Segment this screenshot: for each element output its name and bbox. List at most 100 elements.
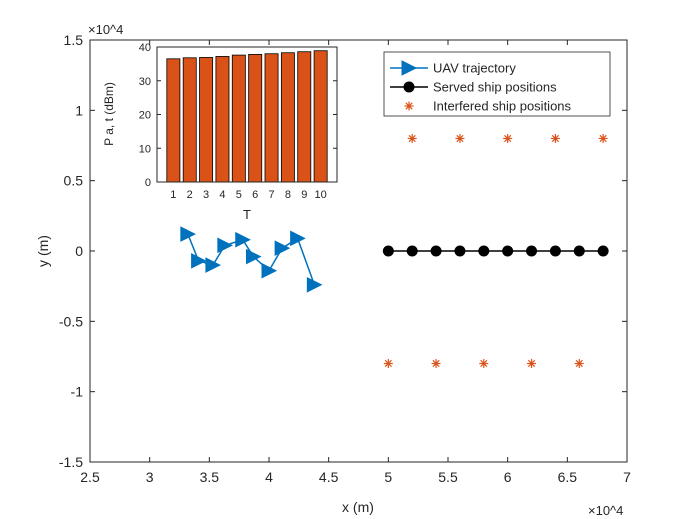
y-tick-label: 0	[75, 243, 83, 259]
inset-x-axis-label: T	[243, 207, 251, 222]
inset-bar	[182, 57, 197, 183]
data-point	[217, 237, 233, 254]
data-point	[382, 245, 394, 257]
legend-box	[383, 51, 611, 117]
main-plot-frame	[89, 39, 628, 463]
y-tick-label: -1	[71, 384, 84, 400]
inset-x-tick-label: 7	[268, 189, 274, 201]
legend-item: UAV trajectory	[390, 60, 516, 76]
series-0	[180, 226, 323, 293]
data-point	[597, 245, 609, 257]
inset-y-tick-label: 30	[139, 76, 151, 88]
inset-bar	[313, 50, 328, 183]
main-series-layer	[180, 133, 609, 369]
inset-bar	[248, 54, 263, 183]
y-tick-label: -1.5	[59, 454, 83, 470]
data-point	[574, 359, 584, 369]
inset-chart: 0 10 20 30 40 1 2 3 4 5 6 7 8 9 10 T P a, t (dBm)	[102, 42, 338, 222]
x-axis-label: x (m)	[342, 499, 374, 515]
inset-x-tick-label: 3	[203, 189, 209, 201]
data-point	[430, 245, 442, 257]
x-tick-label: 3	[146, 469, 154, 485]
series-2	[383, 133, 608, 369]
data-point	[502, 245, 514, 257]
inset-bar	[264, 53, 279, 183]
x-tick-label: 5.5	[438, 469, 458, 485]
inset-x-tick-label: 5	[236, 189, 242, 201]
y-tick-label: 1.5	[64, 32, 84, 48]
data-point	[274, 240, 291, 256]
legend-item: Served ship positions	[390, 80, 557, 95]
data-point	[527, 359, 537, 369]
inset-y-tick-label: 40	[139, 42, 151, 54]
data-point	[205, 257, 222, 273]
data-point	[245, 248, 262, 265]
inset-y-tick-label: 10	[139, 143, 151, 155]
data-point	[261, 262, 278, 279]
data-point	[549, 245, 561, 257]
legend: UAV trajectory Served ship positions Inter…	[383, 51, 611, 117]
legend-items: UAV trajectory Served ship positions Inter…	[390, 60, 572, 114]
data-point	[455, 133, 465, 143]
data-point	[478, 245, 490, 257]
x-tick-label: 2.5	[80, 469, 100, 485]
main-axes-ticks: 2.5 3 3.5 4 4.5 5 5.5 6 6.5 7 -1.5 -1 -0.5 0 0.5 1 1.5	[59, 32, 631, 485]
legend-label: Interfered ship positions	[433, 99, 572, 114]
inset-x-tick-label: 2	[187, 189, 193, 201]
y-exponent-label: ×10^4	[88, 22, 123, 37]
x-tick-label: 5	[384, 469, 392, 485]
inset-bar	[166, 58, 181, 183]
data-point	[383, 359, 393, 369]
inset-x-tick-label: 4	[219, 189, 225, 201]
inset-x-tick-label: 8	[285, 189, 291, 201]
inset-bar	[199, 57, 214, 183]
inset-x-tick-label: 6	[252, 189, 258, 201]
legend-item: Interfered ship positions	[404, 99, 572, 114]
x-exponent-label: ×10^4	[588, 503, 623, 518]
legend-marker	[404, 101, 414, 111]
y-tick-label: 1	[75, 102, 83, 118]
inset-bar	[215, 56, 230, 183]
data-point	[180, 226, 196, 242]
data-point	[191, 253, 207, 269]
y-tick-label: -0.5	[59, 313, 83, 329]
inset-y-axis-label: P a, t (dBm)	[102, 82, 116, 146]
y-axis-label: y (m)	[35, 235, 51, 267]
data-point	[598, 133, 608, 143]
legend-marker	[401, 60, 418, 76]
x-tick-label: 6.5	[558, 469, 578, 485]
inset-y-tick-label: 0	[145, 177, 151, 189]
inset-bars-layer	[166, 50, 328, 183]
data-point	[526, 245, 538, 257]
inset-bar	[280, 52, 295, 183]
data-point	[503, 133, 513, 143]
inset-plot-frame	[156, 46, 338, 183]
data-point	[406, 245, 418, 257]
inset-x-tick-label: 10	[315, 189, 327, 201]
data-point	[431, 359, 441, 369]
series-1	[382, 245, 609, 257]
x-tick-label: 4	[265, 469, 273, 485]
legend-label: Served ship positions	[433, 80, 557, 95]
x-tick-label: 6	[504, 469, 512, 485]
legend-label: UAV trajectory	[433, 61, 516, 76]
data-point	[479, 359, 489, 369]
inset-x-tick-label: 9	[301, 189, 307, 201]
inset-x-tick-label: 1	[170, 189, 176, 201]
data-point	[573, 245, 585, 257]
data-point	[454, 245, 466, 257]
x-tick-label: 7	[623, 469, 631, 485]
data-point	[306, 276, 323, 293]
y-tick-label: 0.5	[64, 173, 84, 189]
data-point	[407, 133, 417, 143]
data-point	[550, 133, 560, 143]
inset-bar	[231, 54, 246, 183]
data-point	[235, 231, 251, 248]
inset-y-tick-label: 20	[139, 110, 151, 122]
x-tick-label: 3.5	[200, 469, 220, 485]
inset-bar	[297, 51, 312, 183]
data-point	[290, 230, 306, 247]
legend-marker	[403, 81, 415, 93]
x-tick-label: 4.5	[319, 469, 339, 485]
